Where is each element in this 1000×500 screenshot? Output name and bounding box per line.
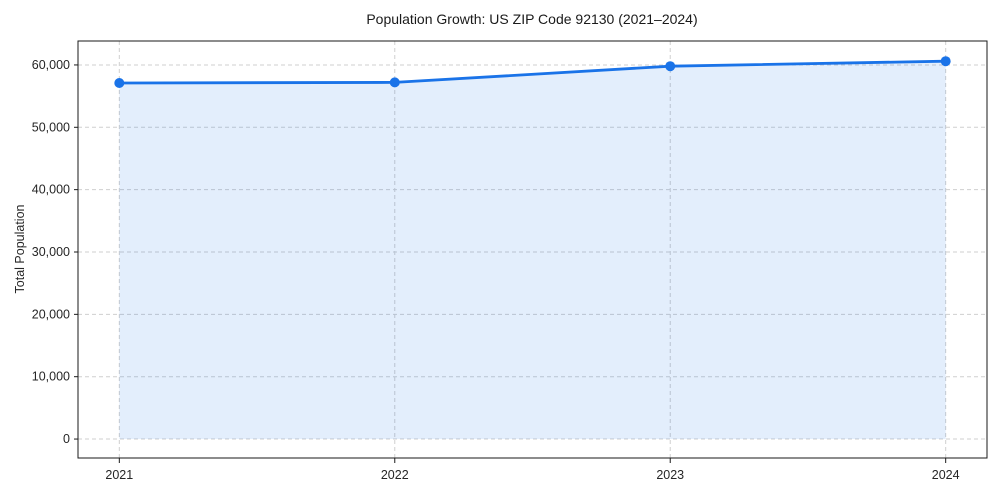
data-point-marker (389, 77, 400, 88)
y-tick-label: 20,000 (32, 307, 70, 321)
y-tick-label: 10,000 (32, 370, 70, 384)
chart-title: Population Growth: US ZIP Code 92130 (20… (366, 11, 697, 27)
data-point-marker (665, 61, 676, 72)
x-tick-label: 2022 (381, 468, 409, 482)
y-tick-label: 50,000 (32, 120, 70, 134)
x-tick-label: 2024 (932, 468, 960, 482)
trend-line (117, 59, 948, 85)
plot-frame (77, 40, 988, 459)
gridlines (78, 41, 987, 458)
x-tick-label: 2021 (105, 468, 133, 482)
y-tick-label: 60,000 (32, 58, 70, 72)
series-layer (114, 56, 951, 439)
x-tick-label: 2023 (656, 468, 684, 482)
data-point-marker (114, 78, 125, 89)
area-fill (119, 61, 946, 439)
y-tick-label: 30,000 (32, 245, 70, 259)
axes-layer: 0 10,000 20,000 30,000 40,000 50,000 60,000 202… (32, 40, 988, 482)
y-tick-label: 0 (63, 432, 70, 446)
data-point-marker (940, 56, 951, 67)
y-tick-label: 40,000 (32, 183, 70, 197)
y-axis-title: Total Population (13, 204, 27, 293)
